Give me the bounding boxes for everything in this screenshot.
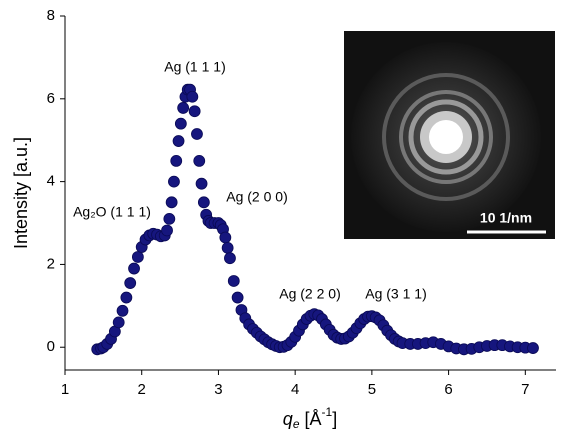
x-axis-label: qe [Å-1] xyxy=(283,405,337,431)
data-point xyxy=(224,252,236,265)
data-point xyxy=(163,212,176,225)
data-point xyxy=(177,102,190,114)
x-tick-label: 4 xyxy=(291,381,299,398)
data-point xyxy=(188,105,201,118)
x-tick-label: 7 xyxy=(521,381,529,398)
x-tick-label: 5 xyxy=(368,381,376,398)
y-tick-label: 2 xyxy=(47,255,55,272)
inset-ring xyxy=(399,90,493,184)
inset-image: 10 1/nm xyxy=(344,31,555,239)
x-label-part: ] xyxy=(332,409,337,429)
data-point xyxy=(165,196,178,209)
y-tick-label: 4 xyxy=(47,173,55,190)
data-point xyxy=(195,177,208,190)
data-point xyxy=(227,275,240,287)
y-axis-label: Intensity [a.u.] xyxy=(11,137,31,249)
x-tick-label: 2 xyxy=(138,381,146,398)
x-tick-label: 1 xyxy=(61,381,69,398)
peak-annotation: Ag₂O (1 1 1) xyxy=(73,204,151,220)
scale-label: 10 1/nm xyxy=(480,210,532,226)
x-tick-label: 6 xyxy=(444,381,452,398)
data-point xyxy=(197,196,210,209)
data-point xyxy=(131,251,144,263)
peak-annotation: Ag (1 1 1) xyxy=(164,59,225,75)
data-point xyxy=(170,155,183,167)
data-point xyxy=(168,175,180,188)
data-point xyxy=(116,304,129,317)
data-point xyxy=(191,128,203,140)
data-point xyxy=(161,224,173,237)
data-point xyxy=(219,231,232,244)
x-label-part: e xyxy=(293,417,300,431)
data-point xyxy=(221,241,234,254)
x-label-part: q xyxy=(283,409,293,429)
y-tick-label: 8 xyxy=(47,7,55,24)
x-label-part: [Å xyxy=(300,409,322,429)
data-point xyxy=(124,277,137,289)
x-tick-label: 3 xyxy=(214,381,222,398)
peak-annotation: Ag (2 2 0) xyxy=(279,286,340,302)
peak-annotation: Ag (2 0 0) xyxy=(226,189,287,205)
data-point xyxy=(186,90,199,103)
data-point xyxy=(527,342,539,354)
inset-ring xyxy=(382,73,510,201)
data-point xyxy=(172,135,185,147)
y-tick-label: 0 xyxy=(47,338,55,355)
y-tick-label: 6 xyxy=(47,90,55,107)
data-point xyxy=(128,262,140,275)
data-point xyxy=(120,291,133,304)
inset-ring xyxy=(408,99,484,175)
data-point xyxy=(231,291,244,304)
data-point xyxy=(193,155,206,167)
data-point xyxy=(112,316,125,329)
data-point xyxy=(174,117,187,130)
x-label-part: -1 xyxy=(322,405,333,419)
peak-annotation: Ag (3 1 1) xyxy=(365,286,426,302)
inset-center xyxy=(429,120,463,154)
